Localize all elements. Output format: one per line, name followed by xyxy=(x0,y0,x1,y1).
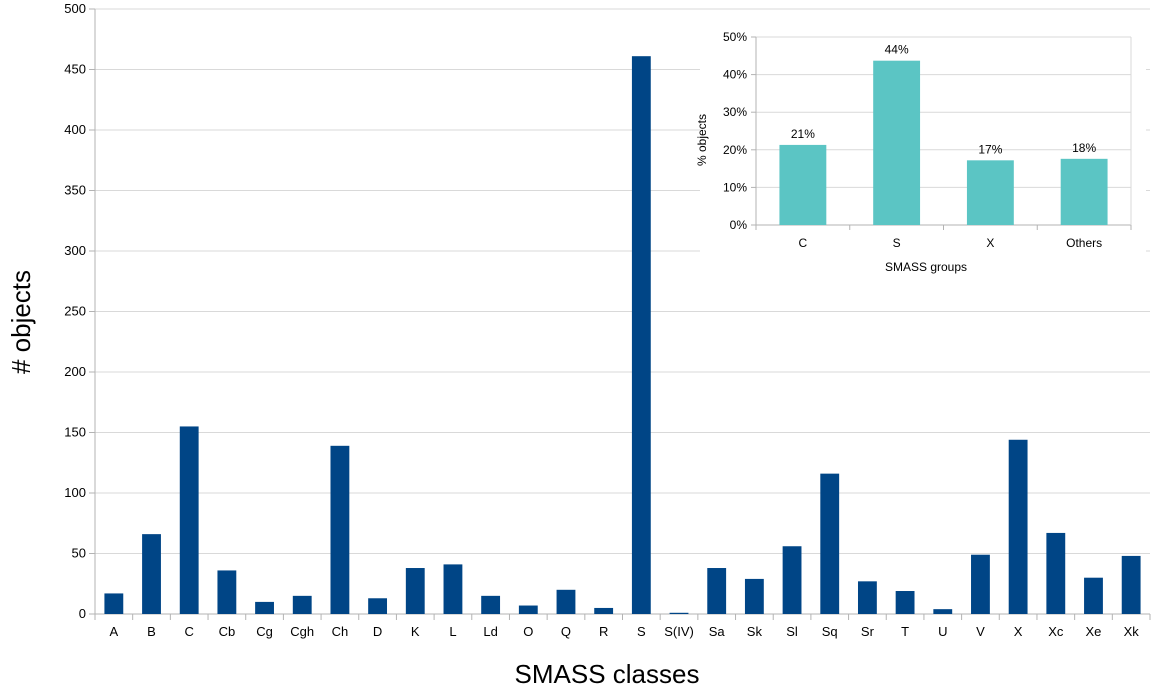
main-bar-O xyxy=(518,605,538,614)
inset-x-tick-label: X xyxy=(986,236,994,250)
main-bar-Sq xyxy=(820,473,840,614)
main-x-tick-label: A xyxy=(110,624,119,639)
main-x-tick-label: Sl xyxy=(786,624,798,639)
main-bar-L xyxy=(443,564,463,614)
main-bar-Xe xyxy=(1084,577,1103,614)
main-y-tick-label: 100 xyxy=(64,485,86,500)
main-x-tick-label: V xyxy=(976,624,985,639)
main-x-tick-label: Sa xyxy=(709,624,726,639)
main-x-tick-label: Cgh xyxy=(290,624,314,639)
main-x-tick-label: R xyxy=(599,624,608,639)
main-x-tick-label: S(IV) xyxy=(664,624,694,639)
main-bar-Sl xyxy=(782,546,802,614)
main-y-tick-label: 150 xyxy=(64,425,86,440)
main-x-tick-label: K xyxy=(411,624,420,639)
inset-bar-X xyxy=(966,160,1014,225)
inset-data-label: 21% xyxy=(791,127,815,141)
main-y-tick-label: 50 xyxy=(72,546,86,561)
inset-x-tick-label: C xyxy=(799,236,808,250)
main-x-tick-label: Xe xyxy=(1086,624,1102,639)
main-x-tick-label: S xyxy=(637,624,646,639)
inset-x-tick-label: S xyxy=(893,236,901,250)
main-bar-Cgh xyxy=(292,595,312,614)
main-y-tick-labels: 0 50 100 150 200 250 300 350 400 450 500 xyxy=(64,1,86,621)
inset-chart: 21% 44% 17% 18% 0% 10% 20% 30% 40% 50% C S X Others… xyxy=(695,22,1146,285)
main-y-tick-label: 200 xyxy=(64,364,86,379)
main-x-tick-label: Cb xyxy=(219,624,236,639)
main-y-tick-label: 350 xyxy=(64,183,86,198)
main-bar-Cb xyxy=(217,570,237,614)
main-x-tick-label: X xyxy=(1014,624,1023,639)
main-bar-C xyxy=(179,426,199,614)
inset-data-labels: 21% 44% 17% 18% xyxy=(791,43,1097,157)
inset-y-tick-label: 0% xyxy=(730,218,748,232)
inset-data-label: 17% xyxy=(978,142,1002,156)
main-x-tick-label: L xyxy=(449,624,456,639)
main-x-tick-label: Xc xyxy=(1048,624,1064,639)
main-y-tick-label: 450 xyxy=(64,62,86,77)
main-bars xyxy=(104,56,1141,614)
main-bar-R xyxy=(594,607,614,614)
main-bar-Ld xyxy=(481,595,501,614)
inset-x-axis-title: SMASS groups xyxy=(885,260,967,274)
inset-y-tick-labels: 0% 10% 20% 30% 40% 50% xyxy=(723,30,747,232)
main-bar-Sa xyxy=(707,568,727,614)
inset-data-label: 18% xyxy=(1072,141,1096,155)
inset-y-tick-label: 20% xyxy=(723,143,747,157)
main-x-tick-label: O xyxy=(523,624,533,639)
main-bar-Xc xyxy=(1046,532,1066,614)
main-y-tick-label: 300 xyxy=(64,243,86,258)
inset-bar-Others xyxy=(1060,158,1108,225)
inset-x-tick-label: Others xyxy=(1066,236,1102,250)
main-y-tick-label: 400 xyxy=(64,122,86,137)
main-bar-B xyxy=(142,534,161,614)
main-bar-Ch xyxy=(330,445,350,614)
main-x-tick-labels: A B C Cb Cg Cgh Ch D K L Ld O Q R S S(IV) Sa Sk Sl Sq Sr T U V X… xyxy=(110,624,1140,639)
main-bar-Sr xyxy=(857,581,877,614)
main-bar-S xyxy=(631,56,651,614)
main-x-tick-label: Sk xyxy=(747,624,763,639)
main-x-tick-label: Q xyxy=(561,624,571,639)
main-y-tick-label: 500 xyxy=(64,1,86,16)
main-x-axis-title: SMASS classes xyxy=(515,659,700,687)
main-x-tick-label: T xyxy=(901,624,909,639)
inset-y-tick-label: 10% xyxy=(723,180,747,194)
main-x-tick-label: Ld xyxy=(483,624,497,639)
main-x-tick-label: D xyxy=(373,624,382,639)
main-bar-V xyxy=(971,554,990,614)
inset-y-tick-label: 50% xyxy=(723,30,747,44)
main-x-tick-label: U xyxy=(938,624,947,639)
main-x-tick-label: Xk xyxy=(1124,624,1140,639)
main-x-tick-label: Ch xyxy=(332,624,349,639)
inset-bar-S xyxy=(873,60,921,225)
inset-x-tick-labels: C S X Others xyxy=(799,236,1103,250)
main-bar-S(IV) xyxy=(669,612,689,614)
inset-bar-C xyxy=(779,144,827,225)
main-bar-Q xyxy=(556,589,576,614)
main-bar-T xyxy=(895,591,915,614)
main-y-tick-label: 250 xyxy=(64,304,86,319)
inset-y-tick-label: 40% xyxy=(723,68,747,82)
inset-y-tick-label: 30% xyxy=(723,105,747,119)
main-bar-Xk xyxy=(1121,555,1141,614)
main-y-tick-label: 0 xyxy=(79,606,86,621)
main-x-tick-label: Sq xyxy=(822,624,838,639)
main-x-tick-label: Cg xyxy=(256,624,273,639)
main-x-tick-label: B xyxy=(147,624,156,639)
main-bar-D xyxy=(368,598,388,614)
inset-y-axis-title: % objects xyxy=(695,114,709,166)
main-x-tick-label: Sr xyxy=(861,624,875,639)
main-bar-K xyxy=(405,568,425,614)
inset-bars xyxy=(779,60,1108,225)
main-y-axis-title: # objects xyxy=(6,270,36,374)
main-x-tick-label: C xyxy=(185,624,194,639)
main-bar-U xyxy=(933,609,953,614)
main-bar-A xyxy=(104,593,124,614)
main-bar-Cg xyxy=(255,601,274,614)
inset-background xyxy=(700,22,1146,285)
inset-data-label: 44% xyxy=(885,43,909,57)
main-bar-Sk xyxy=(744,578,764,614)
main-bar-X xyxy=(1008,439,1028,614)
